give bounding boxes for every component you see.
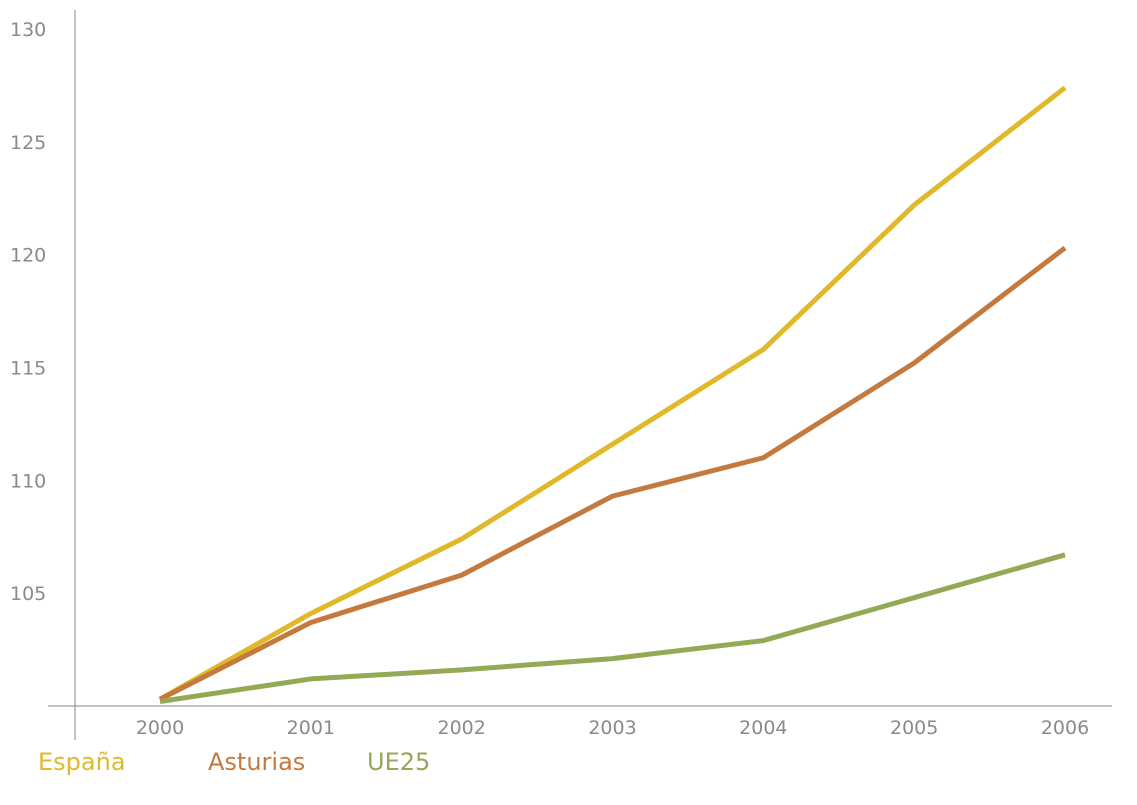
x-tick-label: 2006 xyxy=(1041,717,1089,739)
legend-item-espana: España xyxy=(38,748,126,776)
y-tick-label: 115 xyxy=(10,358,46,380)
x-tick-label: 2001 xyxy=(287,717,335,739)
series-line-0 xyxy=(158,85,1067,702)
series-line-2 xyxy=(159,552,1066,704)
x-tick-labels: 2000 2001 2002 2003 2004 2005 2006 xyxy=(136,717,1089,739)
y-tick-label: 120 xyxy=(10,245,46,267)
x-tick-label: 2002 xyxy=(437,717,485,739)
y-tick-label: 105 xyxy=(10,583,46,605)
legend-item-ue25: UE25 xyxy=(367,748,431,776)
series-lines xyxy=(158,85,1067,704)
legend-item-asturias: Asturias xyxy=(208,748,306,776)
x-tick-label: 2004 xyxy=(739,717,787,739)
series-line-1 xyxy=(158,245,1067,702)
y-tick-labels: 105 110 115 120 125 130 xyxy=(10,19,46,605)
x-tick-label: 2005 xyxy=(890,717,938,739)
legend: España Asturias UE25 xyxy=(0,748,1137,788)
y-tick-label: 110 xyxy=(10,470,46,492)
axes xyxy=(48,10,1112,740)
x-tick-label: 2000 xyxy=(136,717,184,739)
y-tick-label: 125 xyxy=(10,132,46,154)
y-tick-label: 130 xyxy=(10,19,46,41)
x-tick-label: 2003 xyxy=(588,717,636,739)
